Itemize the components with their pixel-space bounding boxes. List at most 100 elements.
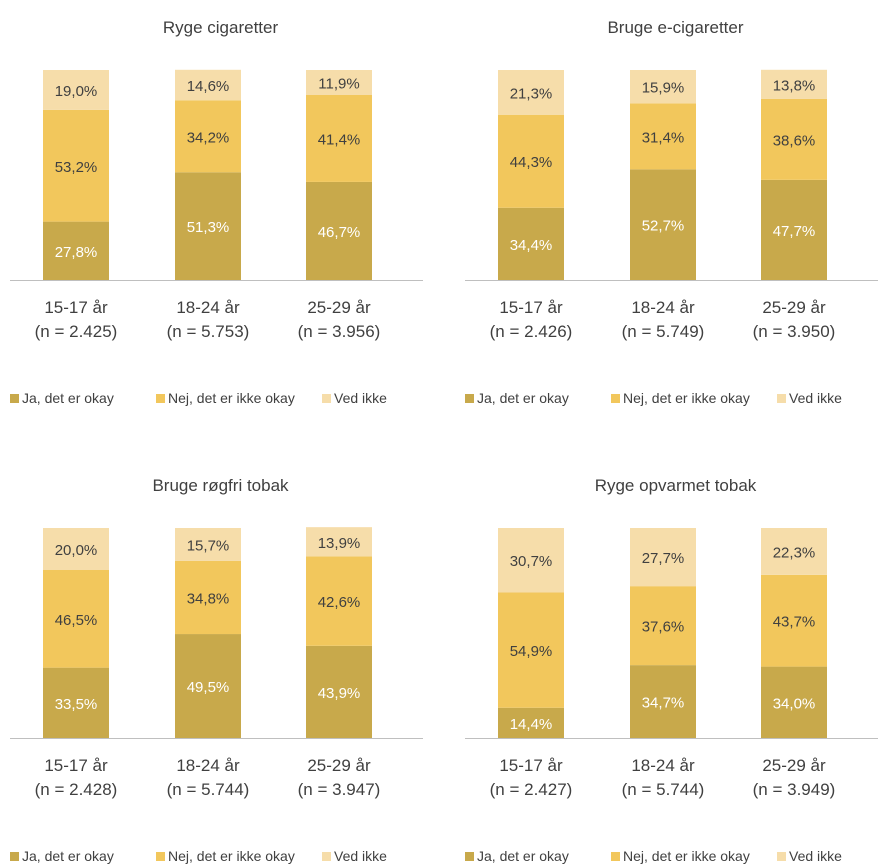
- data-label: 21,3%: [510, 85, 553, 102]
- bar-segment: [175, 528, 241, 561]
- bar-segment: [175, 634, 241, 738]
- data-label: 43,7%: [773, 614, 816, 631]
- legend-swatch: [10, 852, 19, 861]
- bar-segment: [498, 114, 564, 208]
- data-label: 51,3%: [187, 219, 230, 236]
- category-label: 15-17 år: [499, 756, 563, 775]
- data-label: 34,8%: [187, 591, 230, 608]
- bar-segment: [761, 666, 827, 738]
- legend-label: Ja, det er okay: [477, 848, 569, 864]
- chart-3: Bruge røgfri tobak 33,5% 46,5% 20,0% 15-17 å…: [10, 476, 423, 864]
- legend-swatch: [156, 394, 165, 403]
- data-label: 15,7%: [187, 537, 230, 554]
- bar-segment: [306, 645, 372, 738]
- legend-swatch: [322, 852, 331, 861]
- category-label: 15-17 år: [44, 756, 108, 775]
- bar-segment: [630, 103, 696, 170]
- data-label: 34,2%: [187, 129, 230, 146]
- bar-segment: [306, 70, 372, 95]
- data-label: 37,6%: [642, 619, 685, 636]
- category-label: 15-17 år: [44, 298, 108, 317]
- legend-swatch: [322, 394, 331, 403]
- bar-segment: [175, 100, 241, 173]
- bar-segment: [43, 528, 109, 570]
- bar-segment: [630, 528, 696, 587]
- category-label: 25-29 år: [307, 756, 371, 775]
- legend-swatch: [156, 852, 165, 861]
- bar-segment: [43, 221, 109, 280]
- data-label: 11,9%: [318, 75, 359, 92]
- bar-segment: [43, 570, 109, 668]
- chart-1: Ryge cigaretter 27,8% 53,2% 19,0% 15-17 år (n…: [10, 18, 423, 406]
- bar-segment: [630, 586, 696, 666]
- bar-segment: [175, 172, 241, 280]
- legend-label: Ja, det er okay: [22, 390, 114, 406]
- legend-label: Nej, det er ikke okay: [623, 390, 750, 406]
- bar-segment: [498, 592, 564, 708]
- bar-segment: [630, 70, 696, 104]
- data-label: 27,8%: [55, 244, 98, 261]
- data-label: 33,5%: [55, 696, 98, 713]
- data-label: 14,4%: [510, 716, 553, 733]
- category-n-label: (n = 5.753): [167, 322, 250, 341]
- category-n-label: (n = 5.749): [622, 322, 705, 341]
- legend-label: Ja, det er okay: [22, 848, 114, 864]
- chart-title: Ryge cigaretter: [163, 18, 279, 37]
- data-label: 14,6%: [187, 78, 230, 95]
- category-n-label: (n = 3.947): [298, 780, 381, 799]
- bar-segment: [761, 69, 827, 99]
- category-label: 18-24 år: [631, 756, 695, 775]
- data-label: 43,9%: [318, 685, 361, 702]
- legend-label: Nej, det er ikke okay: [168, 848, 295, 864]
- chart-title: Ryge opvarmet tobak: [595, 476, 757, 495]
- data-label: 31,4%: [642, 129, 685, 146]
- bar-segment: [761, 528, 827, 575]
- category-n-label: (n = 3.950): [753, 322, 836, 341]
- data-label: 47,7%: [773, 223, 816, 240]
- category-n-label: (n = 5.744): [622, 780, 705, 799]
- bar-segment: [43, 667, 109, 738]
- data-label: 13,8%: [773, 77, 816, 94]
- category-label: 25-29 år: [307, 298, 371, 317]
- category-n-label: (n = 2.425): [35, 322, 118, 341]
- data-label: 19,0%: [55, 83, 98, 100]
- bar-segment: [498, 707, 564, 738]
- legend-label: Nej, det er ikke okay: [623, 848, 750, 864]
- bar-segment: [761, 98, 827, 180]
- bar-segment: [306, 181, 372, 280]
- category-label: 18-24 år: [631, 298, 695, 317]
- bar-segment: [175, 560, 241, 635]
- chart-title: Bruge røgfri tobak: [152, 476, 289, 495]
- legend-swatch: [10, 394, 19, 403]
- chart-title: Bruge e-cigaretter: [607, 18, 743, 37]
- data-label: 34,0%: [773, 695, 816, 712]
- bar-segment: [498, 207, 564, 280]
- data-label: 27,7%: [642, 550, 685, 567]
- category-n-label: (n = 3.949): [753, 780, 836, 799]
- legend-swatch: [611, 394, 620, 403]
- category-label: 18-24 år: [176, 756, 240, 775]
- legend-swatch: [465, 394, 474, 403]
- bar-segment: [306, 94, 372, 182]
- legend-swatch: [777, 394, 786, 403]
- bar-segment: [630, 665, 696, 738]
- data-label: 44,3%: [510, 154, 553, 171]
- legend-label: Ja, det er okay: [477, 390, 569, 406]
- data-label: 22,3%: [773, 544, 816, 561]
- legend-label: Ved ikke: [334, 390, 387, 406]
- chart-4: Ryge opvarmet tobak 14,4% 54,9% 30,7% 15-17 …: [465, 476, 878, 864]
- data-label: 34,7%: [642, 695, 685, 712]
- legend-label: Ved ikke: [789, 848, 842, 864]
- category-n-label: (n = 3.956): [298, 322, 381, 341]
- data-label: 54,9%: [510, 643, 553, 660]
- data-label: 42,6%: [318, 594, 361, 611]
- category-label: 25-29 år: [762, 756, 826, 775]
- bar-segment: [498, 528, 564, 593]
- bar-segment: [761, 574, 827, 667]
- bar-segment: [43, 70, 109, 110]
- category-n-label: (n = 5.744): [167, 780, 250, 799]
- category-n-label: (n = 2.428): [35, 780, 118, 799]
- data-label: 20,0%: [55, 542, 98, 559]
- legend-label: Ved ikke: [789, 390, 842, 406]
